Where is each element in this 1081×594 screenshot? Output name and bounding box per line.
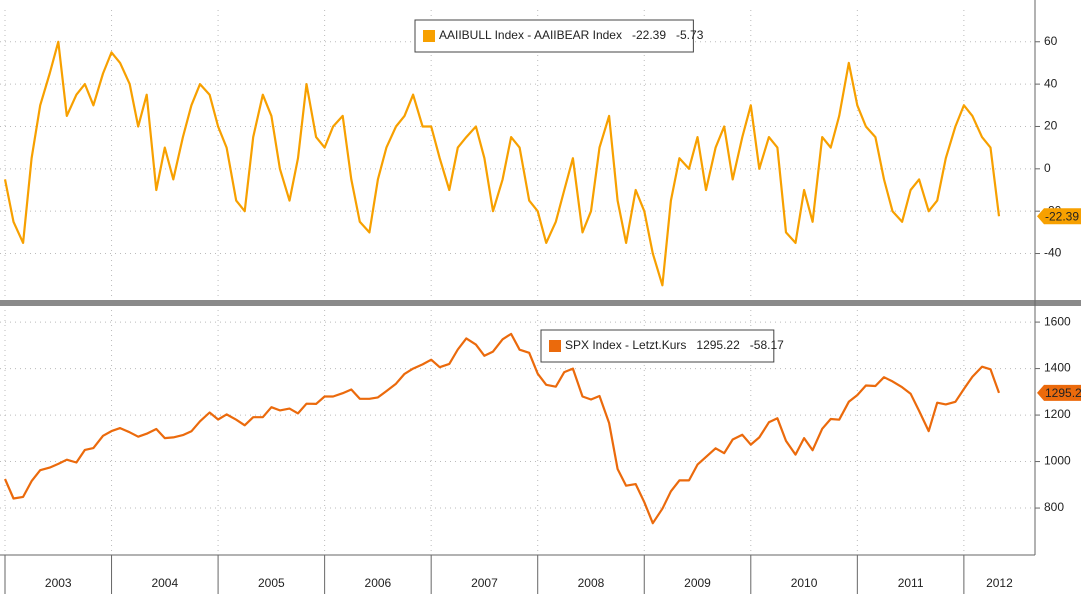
legend: AAIIBULL Index - AAIIBEAR Index -22.39 -5.… bbox=[414, 19, 704, 53]
x-tick-label: 2003 bbox=[45, 576, 72, 590]
x-tick-label: 2012 bbox=[986, 576, 1013, 590]
legend-change: -58.17 bbox=[750, 338, 784, 352]
legend-name: AAIIBULL Index - AAIIBEAR Index bbox=[439, 28, 622, 42]
y-tick-label: 60 bbox=[1044, 34, 1058, 48]
y-tick-label: 1000 bbox=[1044, 454, 1071, 468]
series-line bbox=[3, 40, 1001, 287]
x-tick-label: 2009 bbox=[684, 576, 711, 590]
x-tick-label: 2006 bbox=[365, 576, 392, 590]
y-tick-label: 1400 bbox=[1044, 361, 1071, 375]
last-value-badge bbox=[1037, 208, 1081, 225]
y-tick-label: -40 bbox=[1044, 246, 1062, 260]
legend-text: AAIIBULL Index - AAIIBEAR Index -22.39 -5.… bbox=[439, 28, 704, 42]
last-value-badge bbox=[1037, 384, 1081, 401]
legend-name: SPX Index - Letzt.Kurs bbox=[565, 338, 686, 352]
y-tick-label: 20 bbox=[1044, 119, 1058, 133]
legend-last: -22.39 bbox=[632, 28, 666, 42]
legend-text: SPX Index - Letzt.Kurs 1295.22 -58.17 bbox=[565, 338, 784, 352]
legend-change: -5.73 bbox=[676, 28, 704, 42]
x-tick-label: 2005 bbox=[258, 576, 285, 590]
y-tick-label: 0 bbox=[1044, 161, 1051, 175]
panel-separator bbox=[0, 300, 1081, 306]
x-tick-label: 2011 bbox=[898, 576, 924, 590]
y-tick-label: 1600 bbox=[1044, 314, 1071, 328]
legend-box bbox=[540, 329, 775, 363]
last-value-label: -22.39 bbox=[1045, 209, 1079, 223]
legend: SPX Index - Letzt.Kurs 1295.22 -58.17 bbox=[540, 329, 784, 363]
y-tick-label: 1200 bbox=[1044, 407, 1071, 421]
legend-box bbox=[414, 19, 694, 53]
legend-swatch bbox=[549, 340, 561, 352]
x-tick-label: 2008 bbox=[578, 576, 605, 590]
last-value-label: 1295.22 bbox=[1045, 386, 1081, 400]
legend-swatch bbox=[423, 30, 435, 42]
series-line bbox=[3, 332, 1001, 525]
y-tick-label: 40 bbox=[1044, 76, 1058, 90]
y-tick-label: 800 bbox=[1044, 500, 1064, 514]
x-tick-label: 2007 bbox=[471, 576, 498, 590]
legend-last: 1295.22 bbox=[696, 338, 740, 352]
x-tick-label: 2004 bbox=[151, 576, 178, 590]
x-tick-label: 2010 bbox=[791, 576, 818, 590]
